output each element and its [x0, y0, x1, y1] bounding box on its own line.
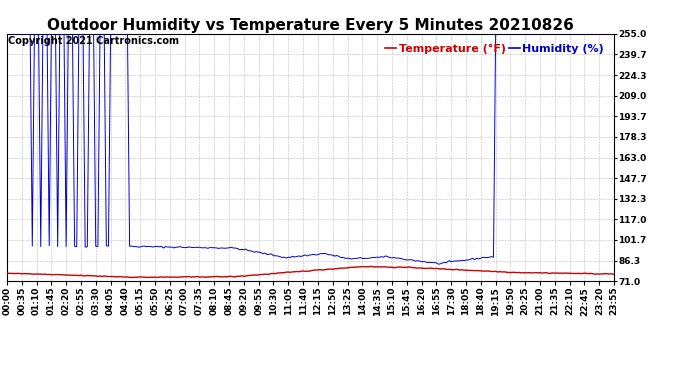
Title: Outdoor Humidity vs Temperature Every 5 Minutes 20210826: Outdoor Humidity vs Temperature Every 5 … [47, 18, 574, 33]
Legend: Temperature (°F), Humidity (%): Temperature (°F), Humidity (%) [381, 39, 609, 58]
Text: Copyright 2021 Cartronics.com: Copyright 2021 Cartronics.com [8, 36, 179, 46]
